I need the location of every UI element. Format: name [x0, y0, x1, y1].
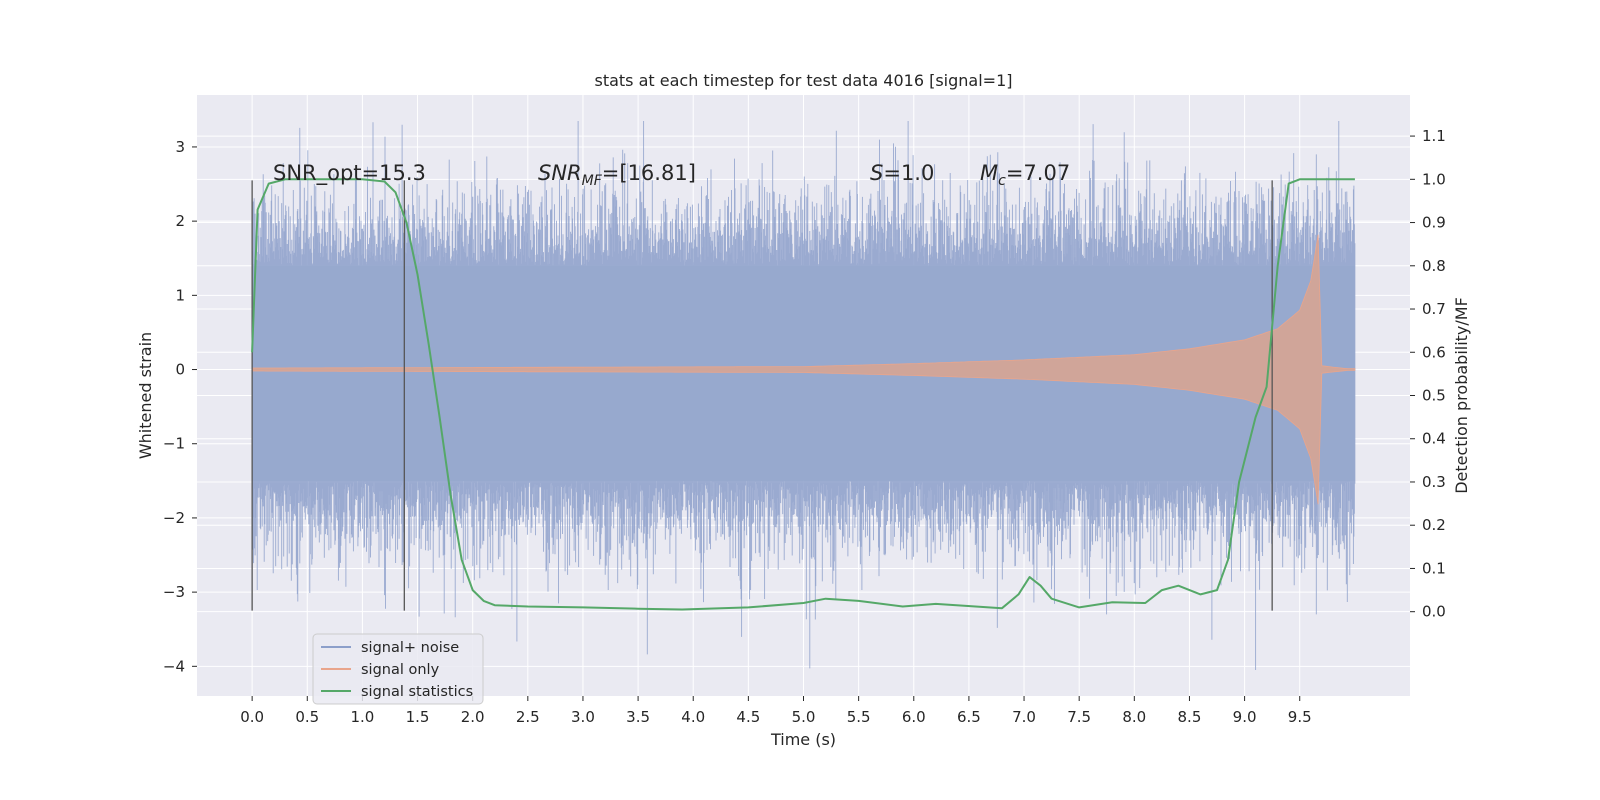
- x-tick-label: 4.5: [736, 708, 760, 726]
- x-tick-label: 5.0: [792, 708, 816, 726]
- legend: signal+ noise signal only signal statist…: [312, 633, 484, 705]
- signal-only-series: [251, 234, 1356, 505]
- y-tick-label: −4: [163, 657, 185, 675]
- x-tick-label: 3.0: [571, 708, 595, 726]
- y-tick-label: 2: [175, 212, 185, 230]
- x-tick-label: 2.0: [461, 708, 485, 726]
- x-tick-label: 0.0: [240, 708, 264, 726]
- y-tick-label: 1: [175, 286, 185, 304]
- x-tick-label: 9.0: [1233, 708, 1257, 726]
- y-axis-label: Whitened strain: [136, 332, 155, 459]
- snr-mf-symbol: SNR: [538, 161, 582, 185]
- y-right-tick-label: 0.9: [1422, 214, 1446, 232]
- y-tick-label: 3: [175, 138, 185, 156]
- x-tick-label: 4.0: [681, 708, 705, 726]
- y-right-tick-label: 1.0: [1422, 170, 1446, 188]
- signal-only-envelope: [251, 234, 1356, 505]
- y-right-tick-label: 1.1: [1422, 127, 1446, 145]
- legend-label-signal: signal only: [361, 662, 440, 678]
- snr-opt-annotation: SNR_opt=15.3: [273, 161, 426, 186]
- marker-lines: [251, 180, 1273, 611]
- x-tick-label: 5.5: [847, 708, 871, 726]
- snr-mf-subscript: MF: [582, 173, 603, 189]
- y-right-tick-label: 0.5: [1422, 387, 1446, 405]
- x-tick-label: 9.5: [1288, 708, 1312, 726]
- x-tick-label: 1.5: [406, 708, 430, 726]
- x-tick-label: 7.5: [1067, 708, 1091, 726]
- axis-ticks: 0.0 0.5 1.0 1.5 2.0 2.5 3.0 3.5 4.0 4.5 5.0 5.5 6.0 6…: [163, 127, 1446, 726]
- y-tick-label: −3: [163, 583, 185, 601]
- s-value: =1.0: [883, 161, 934, 185]
- y-right-tick-label: 0.4: [1422, 430, 1446, 448]
- s-symbol: S: [870, 161, 883, 185]
- y-right-tick-label: 0.2: [1422, 516, 1446, 534]
- signal-statistics-series: [251, 178, 1355, 611]
- legend-label-noise: signal+ noise: [361, 640, 459, 656]
- y-axis-right-label: Detection probability/MF: [1452, 297, 1471, 494]
- x-tick-label: 0.5: [295, 708, 319, 726]
- x-tick-label: 2.5: [516, 708, 540, 726]
- y-tick-label: −2: [163, 509, 185, 527]
- snr-mf-annotation: SNRMF=[16.81]: [538, 161, 696, 189]
- s-annotation: S=1.0: [870, 161, 934, 185]
- x-tick-label: 8.5: [1178, 708, 1202, 726]
- x-tick-label: 1.0: [350, 708, 374, 726]
- statistics-curve: [251, 178, 1355, 611]
- y-right-tick-label: 0.0: [1422, 603, 1446, 621]
- snr-mf-value: =[16.81]: [602, 161, 696, 185]
- y-right-tick-label: 0.6: [1422, 343, 1446, 361]
- y-right-tick-label: 0.7: [1422, 300, 1446, 318]
- x-tick-label: 3.5: [626, 708, 650, 726]
- x-tick-label: 7.0: [1012, 708, 1036, 726]
- x-axis-label: Time (s): [770, 730, 836, 749]
- y-right-tick-label: 0.1: [1422, 559, 1446, 577]
- legend-label-statistics: signal statistics: [361, 684, 473, 700]
- y-tick-label: 0: [175, 361, 185, 379]
- y-tick-label: −1: [163, 435, 185, 453]
- y-right-tick-label: 0.3: [1422, 473, 1446, 491]
- mc-subscript: c: [998, 173, 1006, 189]
- chart-title: stats at each timestep for test data 401…: [594, 71, 1012, 90]
- x-tick-label: 8.0: [1122, 708, 1146, 726]
- y-right-tick-label: 0.8: [1422, 257, 1446, 275]
- mc-value: =7.07: [1006, 161, 1070, 185]
- mc-annotation: Mc=7.07: [980, 161, 1070, 189]
- mc-symbol: M: [980, 161, 998, 185]
- x-tick-label: 6.0: [902, 708, 926, 726]
- x-tick-label: 6.5: [957, 708, 981, 726]
- legend-box: [312, 633, 484, 705]
